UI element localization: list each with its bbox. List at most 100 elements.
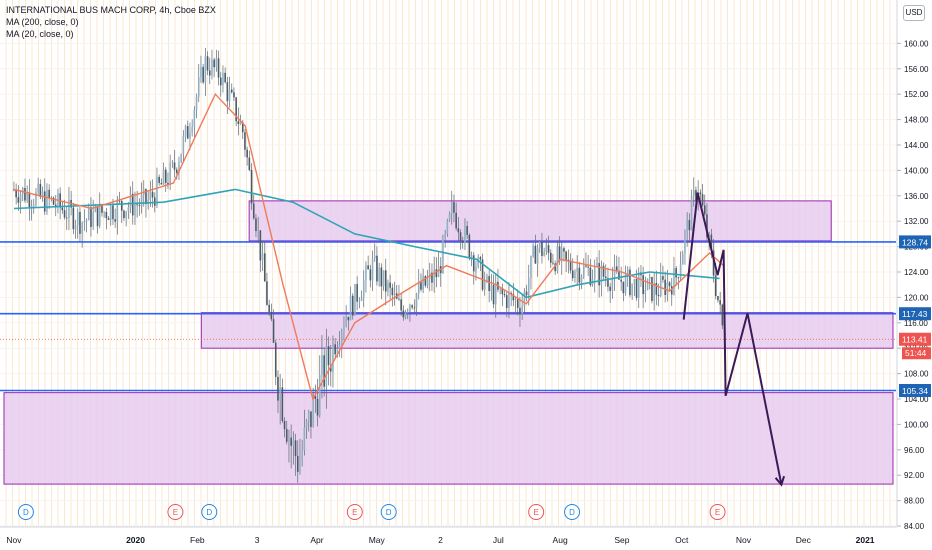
candle-body [703,205,706,215]
candle-body [494,281,497,305]
candle-body [283,420,286,430]
candle-body [710,234,713,251]
candle-body [131,193,134,216]
candle-body [521,306,523,315]
y-tick-label: 104.00 [904,395,929,404]
candle-body [312,395,314,427]
projection-path[interactable] [682,192,783,485]
candle-body [206,56,209,71]
candle-body [549,252,552,263]
zone-box-3[interactable] [3,392,894,485]
candle-body [30,205,33,208]
candle-body [169,163,171,185]
y-tick-label: 100.00 [904,420,929,429]
event-marker-label: D [206,508,212,517]
candle-body [587,266,589,268]
candle-body [189,132,191,139]
y-tick-label: 136.00 [904,192,929,201]
candle-body [490,284,493,292]
earnings-marker[interactable]: E [528,504,545,520]
candle-body [158,176,160,183]
candle-body [404,312,407,318]
candle-body [677,277,680,279]
candle-body [651,277,653,301]
candle-body [514,299,517,301]
candle-body [340,331,343,345]
candle-body [499,288,501,290]
candle-body [574,271,576,279]
candle-body [314,395,317,399]
candle-body [417,282,420,294]
price-axis[interactable]: 84.00 88.00 92.00 96.00 100.00 104.00 108.00 11… [897,39,929,531]
candle-body [338,344,341,349]
candle-body [303,427,306,451]
y-tick-label: 88.00 [904,497,925,506]
candle-body [54,204,57,208]
candle-body [686,220,688,234]
candle-body [622,281,625,294]
candle-body [46,189,48,212]
candle-body [534,245,537,264]
candle-body [558,246,561,262]
candle-body [235,97,237,122]
candle-body [657,294,660,296]
event-marker-circle [564,504,581,520]
candle-body [98,204,101,227]
candle-body [437,266,440,278]
candle-body [644,289,647,295]
dividend-marker[interactable]: D [201,504,218,520]
zone-box-1[interactable] [248,200,832,242]
candle-body [673,268,675,295]
dividend-marker[interactable]: D [564,504,581,520]
candle-body [659,276,662,296]
candle-body [32,204,35,206]
candle-body [409,305,411,313]
candle-body [571,270,574,279]
candle-body [424,276,427,286]
candle-body [41,191,44,197]
candle-body [367,265,369,270]
candle-body [186,126,189,139]
candle-body [701,194,704,206]
candle-body [92,211,94,227]
candle-body [624,274,627,294]
earnings-marker[interactable]: E [709,504,726,520]
candle-body [140,195,143,206]
candle-body [318,374,321,416]
candle-body [477,257,479,267]
candle-body [160,182,163,185]
candle-body [74,225,77,230]
time-axis[interactable]: Nov 2020 Feb 3 Apr May 2 Jul Aug Sep Oct Nov Dec 2021 [6,535,874,545]
candle-body [288,437,290,442]
candle-body [721,304,724,326]
candle-body [76,212,79,226]
candle-body [420,282,422,290]
candle-body [371,258,374,281]
dividend-marker[interactable]: D [17,504,34,520]
candle-body [208,70,211,76]
candle-body [688,220,691,231]
candle-body [345,316,347,327]
y-tick-label: 124.00 [904,268,929,277]
candle-body [112,205,114,220]
dividend-marker[interactable]: D [380,504,397,520]
candle-body [250,169,253,204]
y-tick-label: 148.00 [904,116,929,125]
candle-body [323,355,325,387]
candle-body [351,295,354,316]
candle-body [228,89,231,102]
earnings-marker[interactable]: E [167,504,184,520]
candle-body [147,199,149,205]
candle-body [202,66,204,83]
zone-box-2[interactable] [200,312,894,349]
candle-body [120,201,123,211]
currency-button[interactable]: USD [903,5,925,21]
candle-body [272,319,275,343]
candle-body [391,287,394,296]
earnings-marker[interactable]: E [346,504,363,520]
candle-body [554,263,556,272]
candle-body [538,241,541,249]
candle-body [563,248,565,252]
y-tick-label: 96.00 [904,446,925,455]
